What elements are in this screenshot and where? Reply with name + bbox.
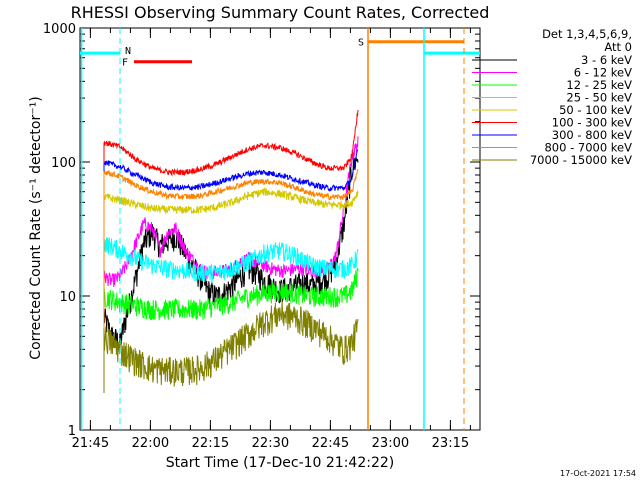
series-line — [103, 109, 359, 393]
series-line — [103, 300, 359, 393]
legend-entry: 7000 - 15000 keV — [530, 153, 632, 167]
legend-entry: 800 - 7000 keV — [544, 141, 632, 155]
night-label: N — [125, 46, 131, 57]
y-tick-label: 100 — [51, 156, 76, 171]
legend-entry: 3 - 6 keV — [581, 53, 632, 67]
legend-entry: 12 - 25 keV — [566, 78, 632, 92]
x-ticks: 21:45 22:00 22:15 22:30 22:45 23:00 23:15 — [72, 28, 471, 451]
series-100-300-kev — [103, 109, 359, 393]
y-tick-label: 10 — [59, 290, 76, 305]
series-line — [103, 155, 359, 393]
plot-area — [79, 27, 481, 431]
x-tick-label: 22:30 — [252, 436, 289, 451]
series-3-6-kev — [103, 155, 359, 393]
y-ticks: 1 10 100 1000 — [43, 22, 480, 439]
legend-entry: 50 - 100 keV — [559, 103, 632, 117]
legend-entry: 6 - 12 keV — [574, 66, 632, 80]
x-tick-label: 22:00 — [132, 436, 169, 451]
x-axis-label: Start Time (17-Dec-10 21:42:22) — [166, 455, 394, 471]
x-tick-label: 22:15 — [192, 436, 229, 451]
series-line — [103, 149, 359, 393]
x-tick-label: 21:45 — [72, 436, 109, 451]
legend-entry: 100 - 300 keV — [552, 116, 632, 130]
y-tick-label: 1 — [68, 424, 76, 439]
series-line — [103, 187, 359, 393]
status-flags: NF S — [80, 28, 480, 430]
legend-header: Att 0 — [604, 40, 632, 54]
series-7000-15000-kev — [103, 300, 359, 393]
series-line — [103, 169, 359, 393]
legend-entry: 25 - 50 keV — [566, 91, 632, 105]
timestamp: 17-Oct-2021 17:54 — [560, 469, 636, 478]
legend-entry: 300 - 800 keV — [552, 128, 632, 142]
y-axis-label: Corrected Count Rate (s⁻¹ detector⁻¹) — [28, 96, 44, 359]
series-25-50-kev — [103, 237, 359, 393]
series-line — [103, 267, 359, 393]
series-800-7000-kev — [103, 169, 359, 393]
series-12-25-kev — [103, 267, 359, 393]
plot-frame — [79, 27, 481, 431]
series-300-800-kev — [103, 149, 359, 393]
saa-label: S — [358, 38, 364, 49]
chart-title: RHESSI Observing Summary Count Rates, Co… — [71, 3, 490, 22]
series-line — [103, 237, 359, 393]
flare-label: F — [122, 58, 128, 69]
y-tick-label: 1000 — [43, 22, 76, 37]
x-tick-label: 22:45 — [312, 436, 349, 451]
legend-header: Det 1,3,4,5,6,9, — [542, 27, 632, 41]
series-50-100-kev — [103, 187, 359, 393]
x-tick-label: 23:00 — [372, 436, 409, 451]
x-tick-label: 23:15 — [432, 436, 469, 451]
